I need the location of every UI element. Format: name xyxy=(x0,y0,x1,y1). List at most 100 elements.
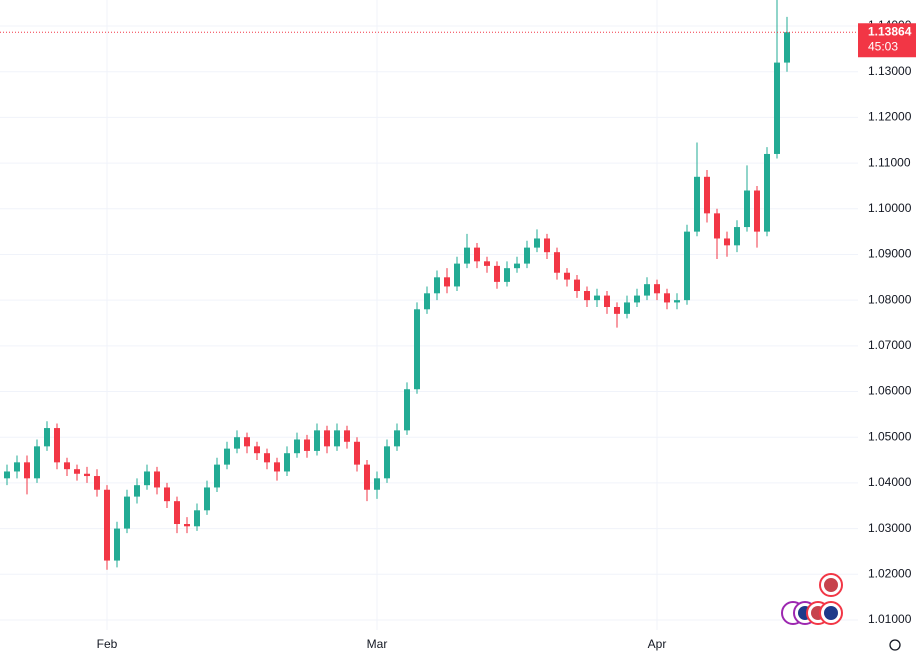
candle-body xyxy=(74,469,80,474)
candle-body xyxy=(714,213,720,239)
candle-body xyxy=(564,272,570,280)
candle-body xyxy=(614,307,620,314)
candle-body xyxy=(744,190,750,228)
y-tick-label: 1.04000 xyxy=(868,475,912,489)
candle-body xyxy=(464,247,470,264)
candle-body xyxy=(384,446,390,479)
candle-body xyxy=(754,190,760,232)
candle-body xyxy=(374,478,380,490)
candle-body xyxy=(694,176,700,232)
candle-body xyxy=(684,231,690,301)
y-tick-label: 1.11000 xyxy=(868,155,911,169)
y-tick-label: 1.01000 xyxy=(868,612,912,626)
candle-body xyxy=(324,430,330,447)
candle-body xyxy=(424,293,430,310)
candle-body xyxy=(344,430,350,442)
candle-body xyxy=(594,295,600,301)
candle-body xyxy=(624,302,630,314)
candle-body xyxy=(144,471,150,486)
candle-body xyxy=(574,279,580,292)
candle-body xyxy=(24,462,30,479)
last-price-tag xyxy=(858,23,916,58)
y-tick-label: 1.13000 xyxy=(868,64,912,78)
candle-body xyxy=(774,62,780,154)
candle-body xyxy=(124,496,130,529)
candle-body xyxy=(634,295,640,303)
candle-body xyxy=(4,471,10,479)
candle-body xyxy=(724,238,730,246)
candle-body xyxy=(664,293,670,303)
candle-body xyxy=(154,471,160,488)
settings-button[interactable] xyxy=(889,639,901,651)
candle-body xyxy=(254,446,260,454)
candle-body xyxy=(294,439,300,454)
candle-body xyxy=(34,446,40,479)
y-tick-label: 1.09000 xyxy=(868,247,912,261)
candle-body xyxy=(314,430,320,451)
candle-body xyxy=(14,462,20,472)
candle-body xyxy=(764,153,770,232)
candle-body xyxy=(244,437,250,447)
flag-icon-fill xyxy=(824,578,838,592)
candle-body xyxy=(204,487,210,511)
candle-body xyxy=(584,291,590,301)
candle-body xyxy=(194,510,200,527)
y-tick-label: 1.08000 xyxy=(868,292,912,306)
eu-flag xyxy=(824,606,838,620)
candle-body xyxy=(644,284,650,296)
candle-body xyxy=(784,32,790,63)
candle-body xyxy=(84,473,90,477)
last-price-label: 1.13864 xyxy=(868,24,912,38)
candle-body xyxy=(394,430,400,447)
y-tick-label: 1.12000 xyxy=(868,110,912,124)
candle-body xyxy=(264,453,270,463)
candle-body xyxy=(94,476,100,490)
event-icons xyxy=(781,573,843,625)
candle-body xyxy=(404,389,410,431)
candle-body xyxy=(164,487,170,502)
candle-body xyxy=(184,524,190,527)
candle-body xyxy=(414,309,420,390)
candle-body xyxy=(134,485,140,497)
candle-body xyxy=(234,437,240,449)
candle-body xyxy=(494,265,500,282)
candle-body xyxy=(674,300,680,303)
candle-body xyxy=(544,238,550,253)
y-tick-label: 1.06000 xyxy=(868,384,912,398)
candle-body xyxy=(604,295,610,308)
candle-body xyxy=(44,428,50,447)
y-tick-label: 1.05000 xyxy=(868,429,912,443)
x-tick-label: Feb xyxy=(97,637,118,651)
candle-body xyxy=(524,247,530,264)
candle-body xyxy=(514,263,520,269)
candle-body xyxy=(364,464,370,490)
y-tick-label: 1.10000 xyxy=(868,201,912,215)
candle-body xyxy=(64,462,70,470)
candle-body xyxy=(224,448,230,465)
candle-body xyxy=(304,439,310,451)
y-tick-label: 1.03000 xyxy=(868,521,912,535)
candle-body xyxy=(274,462,280,472)
candle-body xyxy=(104,489,110,561)
candle-body xyxy=(444,277,450,287)
y-tick-label: 1.02000 xyxy=(868,566,912,580)
candle-body xyxy=(434,277,440,294)
candle-body xyxy=(654,284,660,294)
candle-body xyxy=(484,261,490,266)
candle-body xyxy=(534,238,540,248)
candle-body xyxy=(174,501,180,525)
candle-body xyxy=(454,263,460,287)
x-tick-label: Apr xyxy=(648,637,667,651)
candle-body xyxy=(474,247,480,262)
candle-body xyxy=(554,252,560,273)
countdown-label: 45:03 xyxy=(868,39,898,53)
y-tick-label: 1.07000 xyxy=(868,338,912,352)
candle-body xyxy=(54,428,60,463)
candle-body xyxy=(114,528,120,561)
x-tick-label: Mar xyxy=(367,637,388,651)
candle-body xyxy=(504,268,510,282)
candle-body xyxy=(334,430,340,447)
candle-body xyxy=(734,227,740,246)
